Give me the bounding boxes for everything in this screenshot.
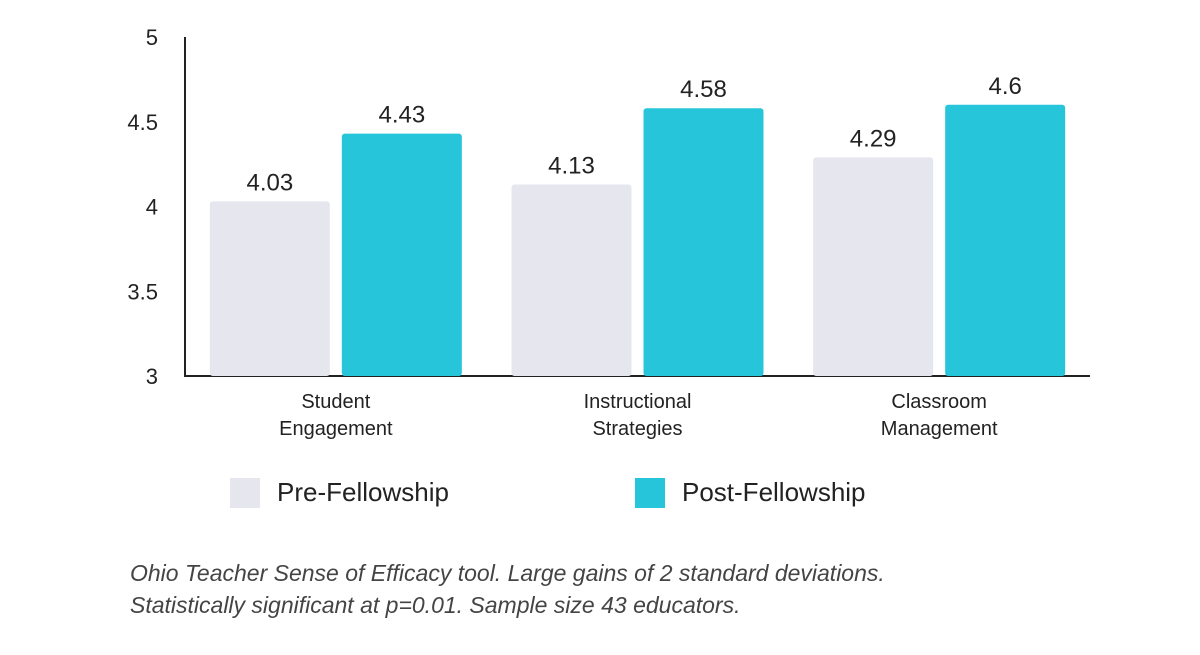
bar-value-label: 4.6 bbox=[988, 73, 1021, 100]
bar-chart: 3 3.5 4 4.5 5 4.03 4.43 Student Engagement 4.13 4.… bbox=[127, 25, 1090, 440]
legend-label-post-fellowship: Post-Fellowship bbox=[682, 477, 866, 507]
x-category-label: Instructional bbox=[584, 391, 692, 413]
y-tick-label: 5 bbox=[146, 25, 158, 50]
y-tick-label: 3 bbox=[146, 364, 158, 389]
legend-label-pre-fellowship: Pre-Fellowship bbox=[277, 477, 449, 507]
bar-post-fellowship bbox=[643, 108, 764, 376]
bar-post-fellowship bbox=[945, 104, 1066, 377]
y-tick-label: 3.5 bbox=[127, 279, 158, 304]
caption-line-2: Statistically significant at p=0.01. Sam… bbox=[130, 592, 741, 618]
x-category-label: Engagement bbox=[279, 418, 393, 440]
y-tick-label: 4 bbox=[146, 195, 158, 220]
legend-swatch-pre-fellowship bbox=[230, 477, 260, 508]
bar-pre-fellowship bbox=[511, 184, 632, 376]
x-category-label: Management bbox=[881, 418, 998, 440]
chart-caption: Ohio Teacher Sense of Efficacy tool. Lar… bbox=[130, 557, 1130, 621]
x-category-label: Strategies bbox=[592, 418, 682, 440]
legend-item-pre-fellowship: Pre-Fellowship bbox=[230, 477, 449, 508]
caption-line-1: Ohio Teacher Sense of Efficacy tool. Lar… bbox=[130, 560, 885, 586]
bar-pre-fellowship bbox=[813, 157, 934, 376]
legend: Pre-Fellowship Post-Fellowship bbox=[230, 477, 990, 513]
x-category-label: Classroom bbox=[891, 391, 987, 413]
bar-value-label: 4.29 bbox=[850, 125, 897, 152]
legend-swatch-post-fellowship bbox=[635, 477, 665, 508]
bar-value-label: 4.03 bbox=[246, 169, 293, 196]
bar-pre-fellowship bbox=[209, 201, 330, 376]
bar-value-label: 4.43 bbox=[378, 102, 425, 129]
y-tick-label: 4.5 bbox=[127, 110, 158, 135]
bar-value-label: 4.13 bbox=[548, 152, 595, 179]
bar-value-label: 4.58 bbox=[680, 76, 727, 103]
x-category-label: Student bbox=[301, 391, 370, 413]
bar-post-fellowship bbox=[341, 133, 462, 376]
legend-item-post-fellowship: Post-Fellowship bbox=[635, 477, 866, 508]
